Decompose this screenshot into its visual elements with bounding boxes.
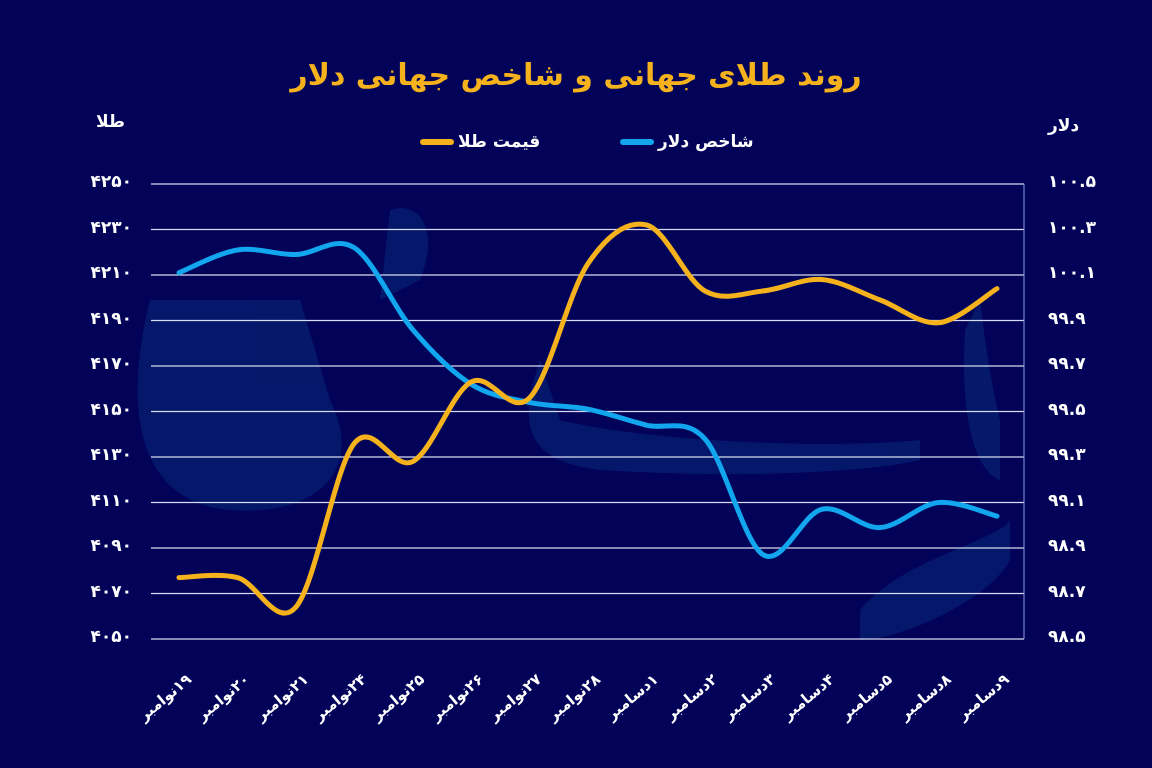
y-tick-left: ۴۰۵۰ (90, 627, 132, 647)
gridlines (151, 183, 1024, 640)
dollar-index-line (176, 240, 1000, 559)
right-axis-unit: دلار (1048, 116, 1080, 136)
y-tick-left: ۴۱۱۰ (90, 490, 132, 511)
y-tick-right: ۱۰۰.۱ (1048, 263, 1096, 283)
y-tick-right: ۹۹.۵ (1048, 399, 1086, 420)
y-tick-right: ۱۰۰.۳ (1048, 217, 1096, 238)
legend-item-dollar: شاخص دلار (620, 132, 754, 152)
y-tick-right: ۹۹.۹ (1048, 308, 1086, 329)
legend-label-gold: قیمت طلا (458, 132, 541, 152)
y-tick-right: ۹۹.۱ (1048, 490, 1086, 511)
y-tick-right: ۹۸.۷ (1048, 581, 1086, 602)
y-tick-left: ۴۲۱۰ (90, 263, 132, 283)
watermark (137, 208, 1010, 640)
left-axis-unit: طلا (96, 112, 125, 132)
y-tick-left: ۴۱۷۰ (90, 354, 132, 374)
legend-item-gold: قیمت طلا (420, 132, 540, 152)
chart-title: روند طلای جهانی و شاخص جهانی دلار (290, 58, 862, 93)
y-tick-left: ۴۱۳۰ (90, 445, 132, 465)
y-tick-left: ۴۱۹۰ (90, 308, 132, 329)
y-tick-left: ۴۲۵۰ (90, 172, 132, 192)
y-tick-left: ۴۱۵۰ (90, 399, 132, 420)
gold-price-line (176, 221, 1000, 616)
y-tick-right: ۱۰۰.۵ (1048, 172, 1096, 192)
y-tick-right: ۹۹.۳ (1048, 445, 1086, 465)
legend-label-dollar: شاخص دلار (658, 132, 754, 152)
y-tick-right: ۹۸.۵ (1048, 627, 1086, 647)
y-tick-right: ۹۹.۷ (1048, 354, 1086, 374)
y-tick-left: ۴۰۹۰ (90, 536, 132, 556)
y-tick-left: ۴۲۳۰ (90, 217, 132, 238)
legend-swatch-gold (420, 139, 454, 145)
legend-swatch-dollar (620, 139, 654, 145)
y-tick-left: ۴۰۷۰ (90, 581, 132, 602)
y-tick-right: ۹۸.۹ (1048, 536, 1086, 556)
